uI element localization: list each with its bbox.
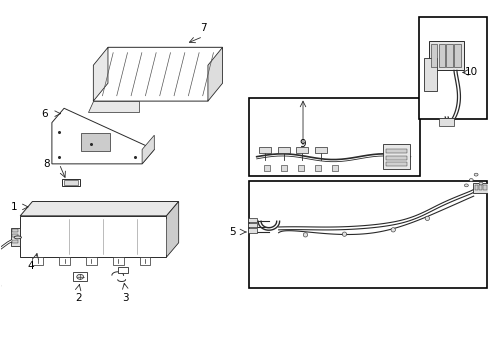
Polygon shape (20, 216, 166, 257)
Polygon shape (32, 257, 43, 265)
Bar (383, 144, 409, 169)
Text: 1: 1 (11, 202, 18, 212)
Bar (474, 185, 477, 190)
Polygon shape (140, 257, 150, 265)
Polygon shape (93, 47, 108, 101)
Bar (12, 229, 18, 232)
Bar (247, 218, 256, 222)
Ellipse shape (14, 236, 21, 239)
Bar (281, 165, 286, 171)
Polygon shape (142, 135, 154, 164)
Polygon shape (207, 47, 222, 101)
Polygon shape (59, 257, 70, 265)
Text: 3: 3 (122, 293, 128, 303)
Bar (483, 185, 486, 190)
Ellipse shape (464, 184, 468, 187)
Bar (423, 58, 436, 91)
Bar (331, 165, 337, 171)
Bar (249, 98, 419, 176)
Bar (472, 183, 488, 193)
Bar (453, 44, 460, 67)
Bar (314, 147, 326, 153)
Text: 6: 6 (41, 109, 48, 119)
Ellipse shape (473, 173, 477, 176)
Bar (298, 165, 304, 171)
Polygon shape (52, 108, 154, 164)
Bar (418, 17, 487, 119)
Ellipse shape (303, 233, 307, 237)
Bar (118, 267, 128, 273)
Text: 4: 4 (27, 261, 34, 271)
Ellipse shape (468, 179, 472, 181)
Text: 9: 9 (299, 139, 305, 149)
Bar (438, 118, 453, 126)
Bar (73, 272, 87, 281)
Text: 8: 8 (43, 159, 50, 169)
Bar (386, 162, 407, 166)
Bar (478, 185, 482, 190)
Polygon shape (11, 228, 20, 246)
Ellipse shape (424, 216, 428, 221)
Bar (259, 147, 271, 153)
Ellipse shape (342, 232, 346, 236)
Bar (277, 147, 289, 153)
Bar (64, 180, 78, 185)
Bar (386, 156, 407, 160)
Bar (446, 44, 452, 67)
Bar (247, 228, 256, 233)
Polygon shape (86, 257, 97, 265)
Bar (61, 179, 80, 186)
Bar (386, 149, 407, 153)
Bar (264, 165, 269, 171)
Polygon shape (93, 47, 222, 101)
Bar (12, 234, 18, 237)
Ellipse shape (478, 182, 482, 185)
Bar (296, 147, 308, 153)
Bar (430, 44, 436, 67)
Polygon shape (88, 101, 139, 112)
Text: 5: 5 (228, 227, 235, 237)
Polygon shape (81, 134, 110, 151)
Polygon shape (20, 202, 178, 216)
Polygon shape (113, 257, 123, 265)
Text: 10: 10 (464, 67, 477, 77)
Bar (315, 165, 321, 171)
Ellipse shape (390, 228, 395, 232)
Bar (12, 239, 18, 243)
Bar (247, 223, 256, 227)
Ellipse shape (77, 274, 83, 279)
Text: 7: 7 (199, 23, 206, 33)
Text: 2: 2 (75, 293, 82, 303)
Bar (438, 44, 444, 67)
Bar (428, 41, 463, 70)
Bar (249, 181, 487, 288)
Polygon shape (166, 202, 178, 257)
